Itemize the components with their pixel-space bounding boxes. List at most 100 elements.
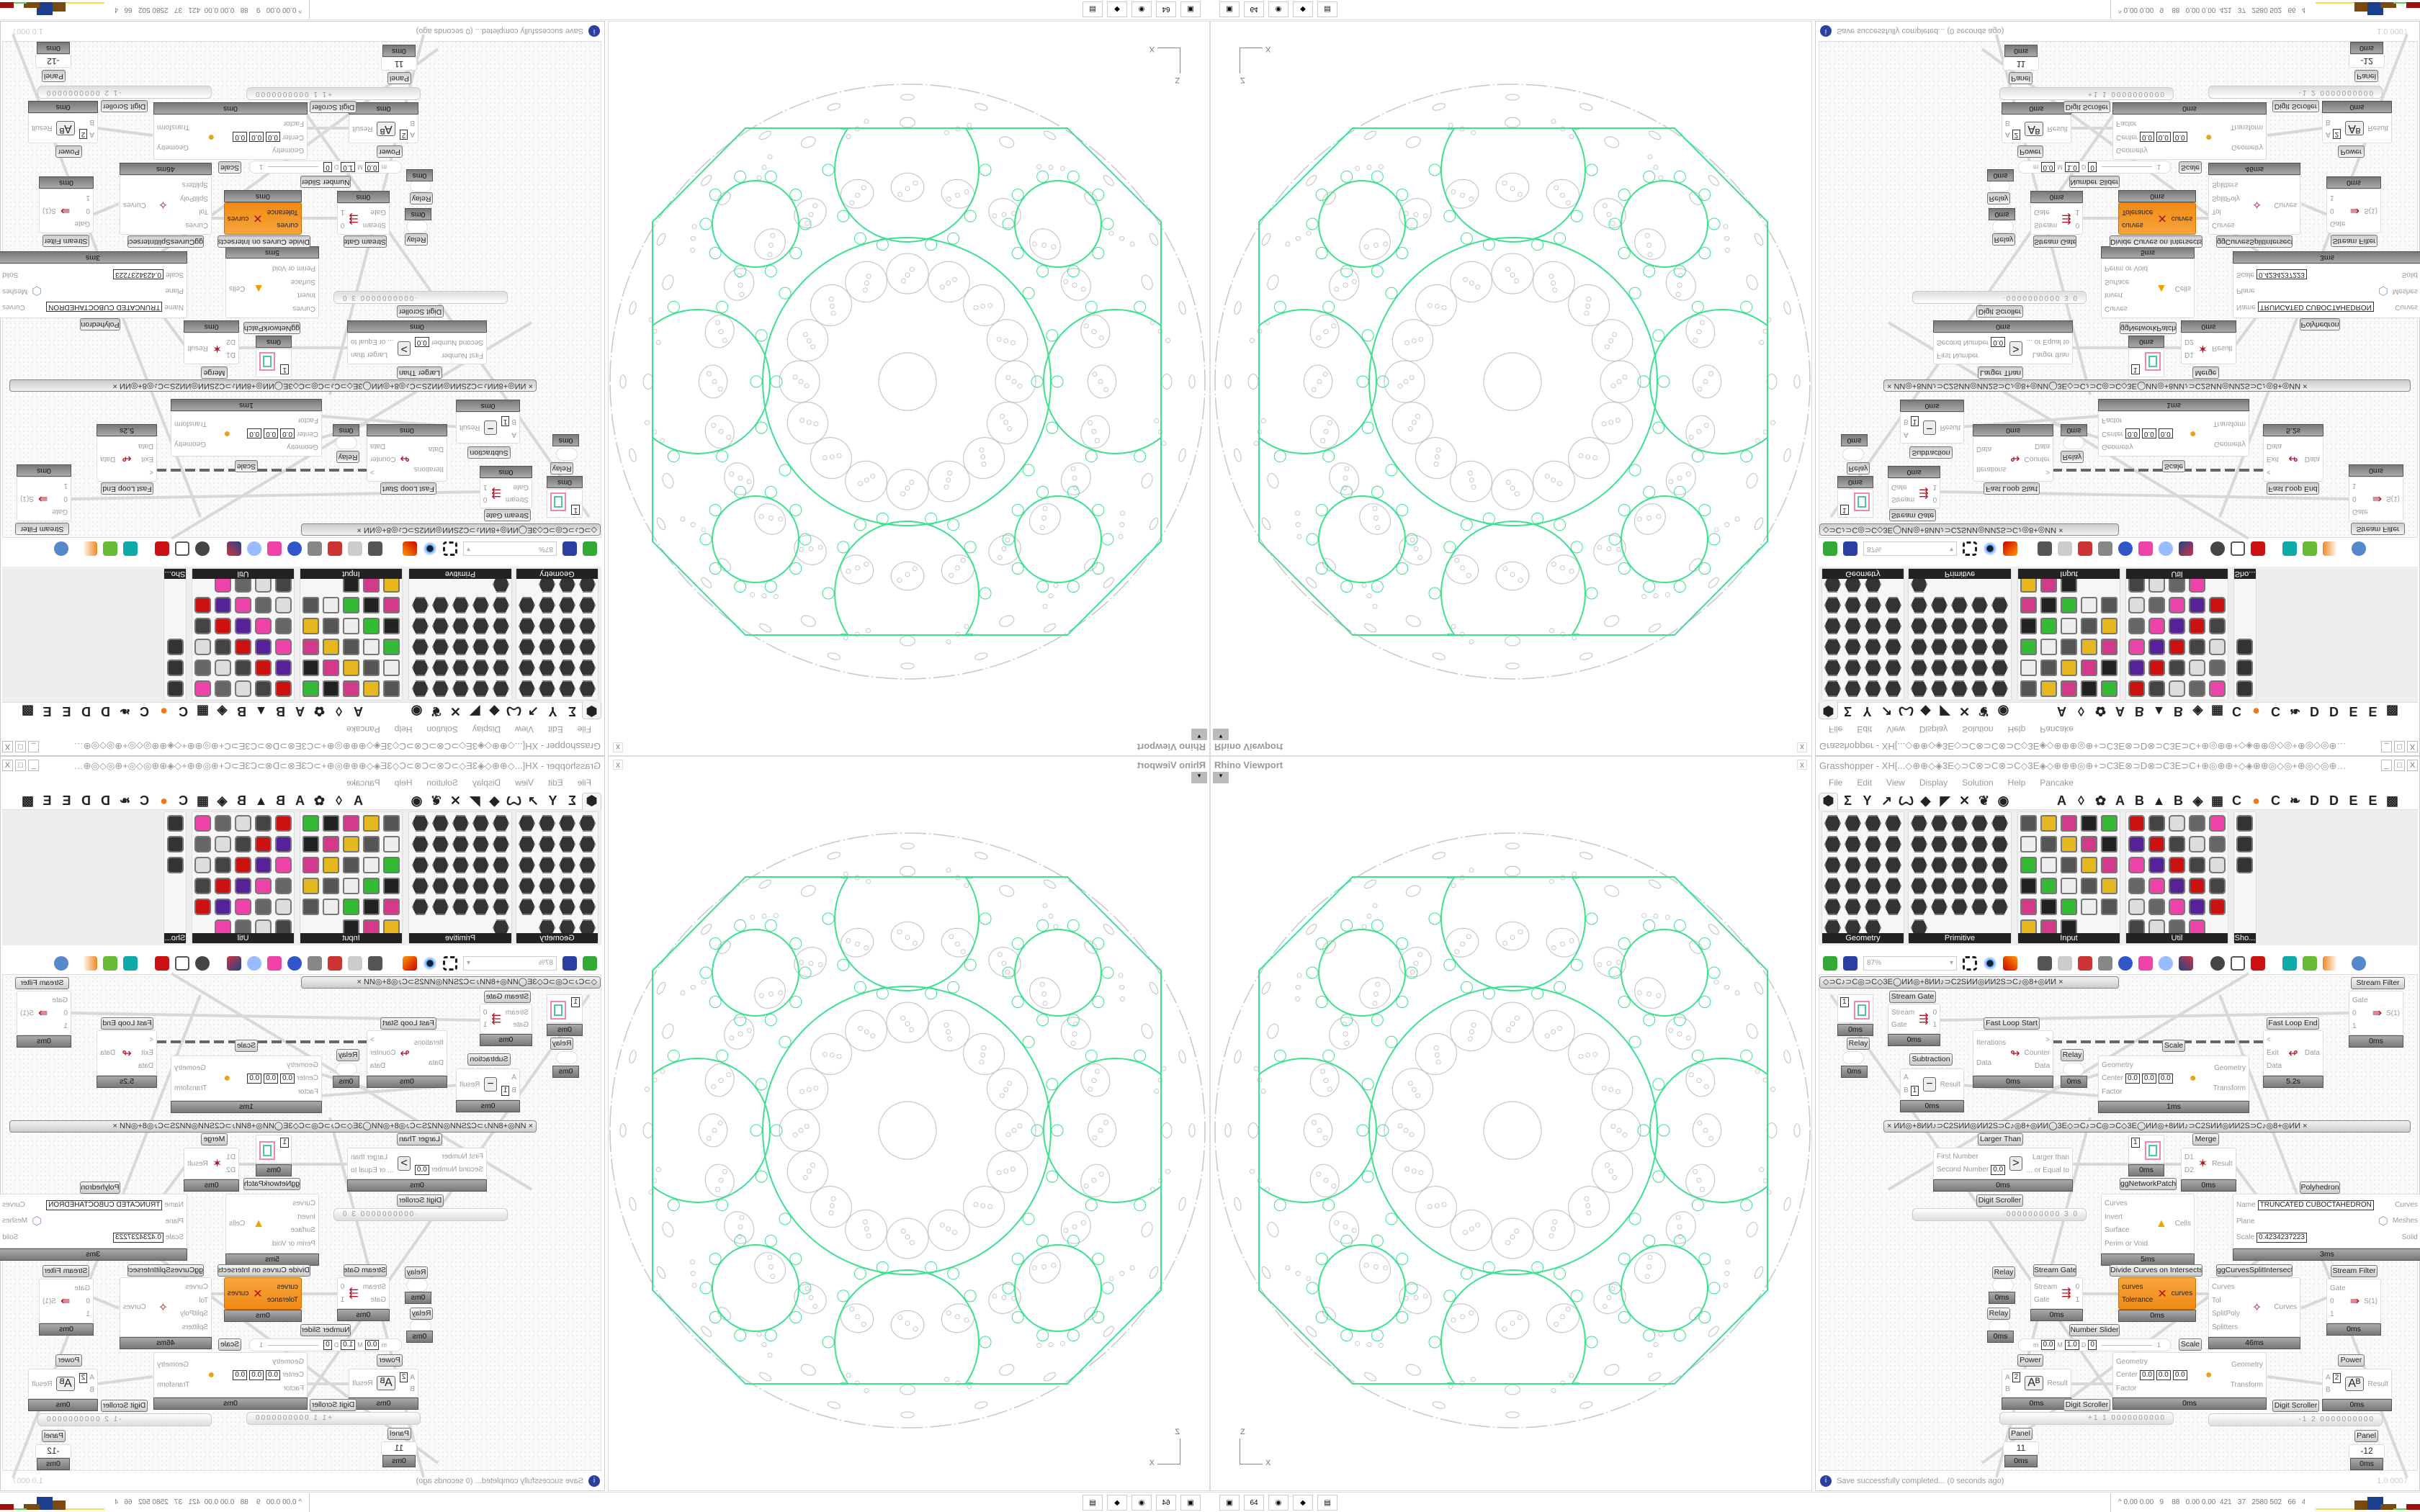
viewport-menu-button[interactable]: ▾ [1213, 772, 1229, 783]
panel-label[interactable]: Sho... [2234, 933, 2256, 943]
component-icon[interactable] [2189, 899, 2205, 915]
divide-curves-on-intersects-component[interactable]: curves Tolerance ✕ curves [223, 1277, 302, 1310]
value-field[interactable]: 2 [2332, 129, 2341, 140]
input-port[interactable]: Exit [2267, 1048, 2282, 1058]
input-port[interactable]: Plane [2236, 1217, 2374, 1226]
component-tab[interactable]: Σ [1844, 793, 1852, 808]
stream-gate-label[interactable]: Stream Gate [2033, 1264, 2076, 1277]
component-icon[interactable] [2081, 899, 2097, 915]
value-field[interactable]: 0.0 [414, 337, 429, 348]
rhino-viewport[interactable]: Rhino Viewport x ▾ Z X [1210, 21, 1812, 756]
value-field[interactable]: 0.0 [2172, 132, 2187, 143]
fast-loop-end-component[interactable]: < Exit Data ↫ Data [2263, 436, 2323, 482]
input-port[interactable]: Second Number 0.0 [1937, 337, 2006, 348]
input-port[interactable]: Factor [2102, 416, 2173, 426]
stream-gate-label[interactable]: Stream Gate [1889, 509, 1936, 521]
polyhedron-component[interactable]: Name TRUNCATED CUBOCTAHEDRON Plane Scale 0.4… [0, 264, 187, 318]
input-port[interactable]: Perim or Void [272, 1239, 315, 1248]
component-icon[interactable] [2148, 815, 2165, 832]
input-port[interactable]: Splitters [2212, 180, 2240, 189]
input-port[interactable]: Perim or Void [272, 264, 315, 273]
digit-scroller[interactable]: -1 2 0000000000 [2208, 86, 2383, 99]
input-port[interactable]: Curves [2212, 1282, 2240, 1292]
value-field[interactable]: 0.4234237223 [2257, 1232, 2307, 1243]
output-port[interactable]: Transform [157, 1380, 190, 1389]
output-port[interactable]: 0 [340, 221, 345, 230]
stream-filter-label[interactable]: Stream Filter [15, 523, 69, 535]
value-field[interactable]: 2 [2012, 129, 2021, 140]
output-port[interactable]: curves [2171, 215, 2193, 222]
divide-curves-on-intersects-label[interactable]: Divide Curves on Intersects [2110, 235, 2202, 248]
component-icon[interactable] [1971, 815, 1988, 832]
relay-label[interactable]: Relay [2061, 1049, 2084, 1061]
output-port[interactable]: Result [1940, 423, 1960, 432]
relay-label[interactable]: Relay [1987, 1308, 2010, 1320]
digit-scroller-label[interactable]: Digit Scroller [101, 1400, 148, 1412]
value-field[interactable]: 0.0 [2141, 1073, 2156, 1084]
stream-filter-label[interactable]: Stream Filter [2351, 977, 2405, 989]
ggnetworkpatch-label[interactable]: ggNetworkPatch [2120, 1178, 2177, 1190]
input-port[interactable]: Tolerance [267, 1295, 298, 1305]
component-icon[interactable] [2236, 836, 2253, 852]
divide-curves-on-intersects-component[interactable]: curves Tolerance ✕ curves [2118, 1277, 2197, 1310]
wire-preview-icon[interactable] [2231, 956, 2245, 971]
output-port[interactable]: Result [2212, 344, 2233, 353]
viewport-menu-button[interactable]: ▾ [1191, 772, 1207, 783]
component-icon[interactable] [1885, 815, 1901, 832]
power-label[interactable]: Power [377, 145, 403, 158]
input-port[interactable]: Data [1976, 444, 2006, 454]
input-port[interactable]: Gate [2330, 1284, 2346, 1293]
component-group[interactable]: ◇⊃C♪⊃C◎⊃C◇3E◯ИИ◎+8ИИ♪⊃C2SИИ◎ИИ2S⊃C♪◎8+◎И… [1819, 523, 2119, 536]
input-port[interactable]: Splitters [180, 1323, 208, 1332]
circle-preview-node[interactable]: 1 [2128, 348, 2164, 377]
input-port[interactable]: Curves [272, 1199, 315, 1208]
stream-gate-label[interactable]: Stream Gate [484, 509, 531, 521]
input-port[interactable]: Factor [233, 1384, 304, 1393]
output-port[interactable]: Counter [2024, 1048, 2051, 1057]
input-port[interactable]: B [2005, 118, 2020, 127]
digit-scroller[interactable]: +1 1 0000000000 [1999, 87, 2174, 100]
input-port[interactable]: D1 [226, 1153, 236, 1162]
input-port[interactable]: A [1904, 1073, 1919, 1082]
digit-scroller-label[interactable]: Digit Scroller [397, 305, 444, 318]
zoom-level-field[interactable]: 87% [1863, 956, 1957, 971]
component-icon[interactable] [2040, 815, 2057, 832]
fast-loop-end-label[interactable]: Fast Loop End [101, 482, 153, 495]
power-label[interactable]: Power [2017, 145, 2043, 158]
input-port[interactable]: Gate [2352, 508, 2368, 517]
merge-label[interactable]: Merge [2192, 366, 2219, 379]
component-icon[interactable] [2020, 815, 2037, 832]
ggcurvessplitintersect-label[interactable]: ggCurvesSplitIntersect [127, 1264, 204, 1277]
relay-label[interactable]: Relay [410, 1308, 433, 1320]
output-port[interactable]: Data [100, 1049, 116, 1057]
input-port[interactable]: Tol [2212, 1296, 2240, 1305]
output-port[interactable]: > [2045, 468, 2051, 477]
calculator-icon[interactable]: ▤ [1317, 1, 1337, 17]
subtraction-label[interactable]: Subtraction [467, 1053, 511, 1066]
larger-than-label[interactable]: Larger Than [397, 366, 442, 379]
menu-solution[interactable]: Solution [1962, 778, 1994, 788]
input-port[interactable]: Stream [2034, 1282, 2057, 1292]
component-group[interactable]: ◇⊃C♪⊃C◎⊃C◇3E◯ИИ◎+8ИИ♪⊃C2SИИ◎ИИ2S⊃C♪◎8+◎И… [301, 976, 601, 989]
stream-gate-label[interactable]: Stream Gate [1889, 991, 1936, 1003]
scale-component[interactable]: Geometry Center 0.0 0.0 0.0 Factor ● Geometry Tr… [171, 1056, 322, 1101]
divide-curves-on-intersects-component[interactable]: curves Tolerance ✕ curves [223, 202, 302, 235]
input-port[interactable]: Center 0.0 0.0 0.0 [2116, 132, 2187, 143]
input-port[interactable]: D1 [226, 351, 236, 360]
fast-loop-start-component[interactable]: Iterations Data ↬ > Counter Data [366, 436, 447, 482]
output-port[interactable]: > [369, 1035, 375, 1044]
component-group[interactable]: × ИИ◎+8ИИ♪⊃C2SИИ◎ИИ2S⊃C♪◎8+◎ИИ◯3E◇⊃C♪⊃C◎… [1883, 1120, 2411, 1133]
inkscape-icon[interactable]: ◆ [1293, 1495, 1313, 1511]
component-tab[interactable]: ▦ [2210, 793, 2223, 808]
inkscape-icon[interactable]: ◆ [1107, 1495, 1127, 1511]
relay-node[interactable] [2063, 436, 2084, 449]
component-icon[interactable] [1911, 919, 1927, 936]
expand-tray-icon[interactable]: ^ [2118, 6, 2122, 14]
slider-decimals[interactable]: 0 [323, 1340, 332, 1350]
component-icon[interactable] [2081, 815, 2097, 832]
output-port[interactable]: Transform [2213, 1084, 2246, 1092]
component-icon[interactable] [1824, 857, 1841, 873]
